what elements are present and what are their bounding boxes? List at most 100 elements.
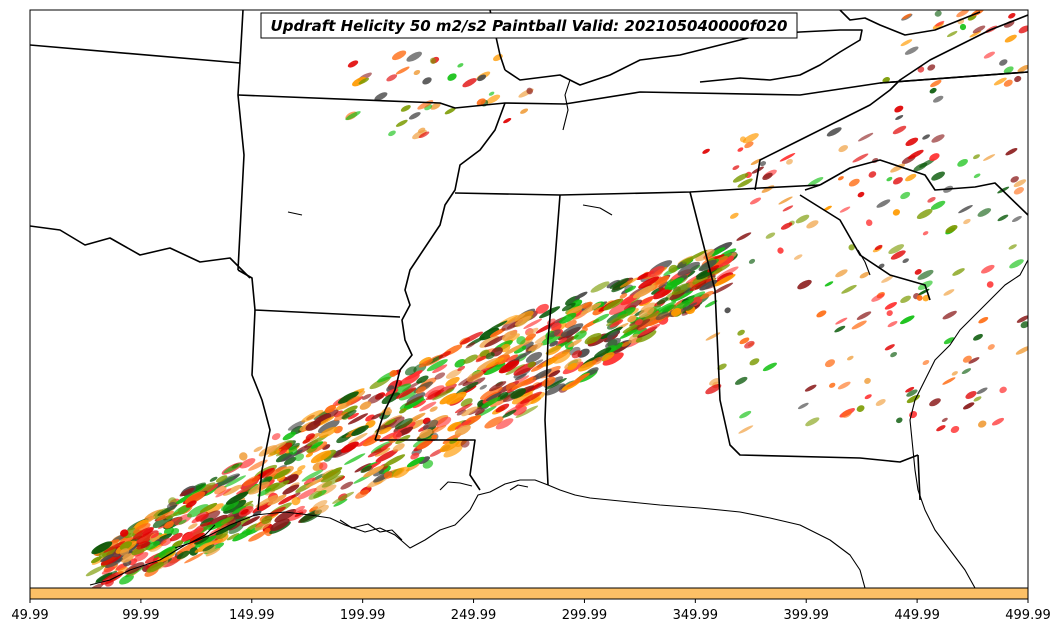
ok-tx-red-river <box>30 225 251 279</box>
paintball-blob <box>749 197 762 205</box>
paintball-blob <box>1014 75 1022 83</box>
paintball-blob <box>624 285 637 293</box>
paintball-blob <box>734 376 748 385</box>
paintball-blob <box>689 278 712 292</box>
paintball-blob <box>215 523 238 536</box>
paintball-blob <box>837 176 844 181</box>
paintball-blob <box>184 552 204 564</box>
paintball-blob <box>413 69 421 76</box>
paintball-blob <box>303 477 316 486</box>
paintball-blob <box>392 443 405 452</box>
paintball-blob <box>972 25 986 34</box>
paintball-blob <box>609 277 629 289</box>
paintball-blob <box>416 375 429 384</box>
paintball-blob <box>592 357 603 365</box>
paintball-blob <box>621 341 631 347</box>
paintball-swaths <box>85 10 1028 588</box>
paintball-blob <box>623 299 643 311</box>
paintball-blob <box>447 421 462 432</box>
paintball-blob <box>333 410 344 418</box>
paintball-blob <box>526 87 533 95</box>
paintball-blob <box>551 322 562 332</box>
paintball-blob <box>444 107 456 115</box>
paintball-blob <box>166 501 177 511</box>
paintball-blob <box>216 475 228 483</box>
paintball-blob <box>341 409 357 420</box>
paintball-blob <box>460 439 470 448</box>
paintball-blob <box>943 289 955 296</box>
paintball-blob <box>619 277 639 288</box>
paintball-blob <box>408 412 426 423</box>
paintball-blob <box>564 319 577 329</box>
lake-2 <box>582 204 613 216</box>
colorbar-tick-label: 449.99 <box>894 608 940 623</box>
paintball-blob <box>959 23 967 31</box>
paintball-blob <box>488 91 495 96</box>
paintball-blob <box>418 131 430 139</box>
paintball-blob <box>333 498 348 507</box>
paintball-blob <box>941 417 948 422</box>
paintball-blob <box>871 293 885 302</box>
paintball-blob <box>677 261 700 276</box>
paintball-blob <box>905 386 915 393</box>
paintball-blob <box>412 400 427 409</box>
paintball-blob <box>859 271 870 279</box>
paintball-blob <box>704 300 718 308</box>
paintball-blob <box>380 442 393 450</box>
paintball-blob <box>917 269 934 280</box>
paintball-blob <box>505 354 518 363</box>
paintball-blob <box>354 463 372 473</box>
paintball-blob <box>392 50 407 61</box>
paintball-blob <box>294 511 304 517</box>
nc-sc-border <box>799 184 931 301</box>
paintball-blob <box>337 391 359 404</box>
paintball-blob <box>296 488 317 500</box>
paintball-blob <box>848 244 855 251</box>
paintball-blob <box>419 428 433 439</box>
paintball-blob <box>647 265 665 278</box>
paintball-blob <box>284 456 297 466</box>
paintball-blob <box>709 378 720 386</box>
paintball-blob <box>905 173 917 182</box>
paintball-blob <box>248 531 267 542</box>
paintball-blob <box>321 474 344 488</box>
paintball-blob <box>930 79 942 88</box>
paintball-blob <box>956 10 969 18</box>
paintball-blob <box>400 105 411 112</box>
paintball-blob <box>947 30 958 38</box>
paintball-blob <box>429 57 437 64</box>
paintball-blob <box>169 532 183 542</box>
paintball-blob <box>603 298 624 311</box>
paintball-blob <box>278 494 296 505</box>
paintball-blob <box>225 491 249 505</box>
paintball-blob <box>454 403 473 414</box>
paintball-blob <box>181 527 204 541</box>
paintball-blob <box>609 319 624 328</box>
paintball-blob <box>383 454 406 467</box>
paintball-blob <box>590 281 610 293</box>
paintball-blob <box>100 553 114 562</box>
paintball-blob <box>404 395 424 406</box>
paintball-blob <box>483 362 506 376</box>
state-borders <box>30 10 1028 511</box>
paintball-blob <box>639 295 655 305</box>
paintball-blob <box>635 330 657 343</box>
paintball-blob <box>890 351 898 358</box>
paintball-blob <box>682 256 694 264</box>
paintball-blob <box>188 523 198 530</box>
paintball-blob <box>293 505 305 513</box>
paintball-blob <box>567 339 582 348</box>
paintball-blob <box>103 541 125 553</box>
paintball-blob <box>365 414 375 422</box>
paintball-blob <box>267 494 287 506</box>
paintball-blob <box>712 282 734 295</box>
paintball-blob <box>549 340 559 347</box>
paintball-blob <box>737 178 753 188</box>
paintball-blob <box>851 320 867 330</box>
paintball-blob <box>301 469 324 482</box>
paintball-blob <box>347 412 359 420</box>
paintball-blob <box>133 522 151 535</box>
paintball-blob <box>345 111 361 121</box>
paintball-blob <box>780 222 793 230</box>
paintball-blob <box>194 535 217 549</box>
